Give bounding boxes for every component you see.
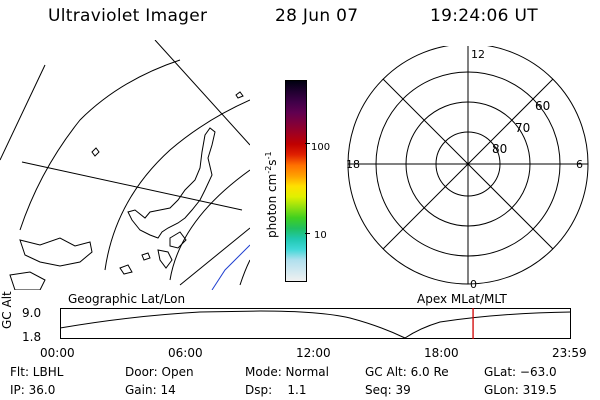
- geographic-label: Geographic Lat/Lon: [68, 292, 186, 306]
- mlt-label-18: 18: [346, 158, 360, 171]
- altitude-timeline: [60, 308, 572, 339]
- latitude-circle: [239, 259, 250, 286]
- timeline-ytick-bottom: 1.8: [22, 330, 42, 344]
- latitude-circle: [169, 169, 250, 281]
- coastline: [9, 271, 46, 290]
- coastline: [91, 147, 100, 157]
- timeline-axis-title: GC Alt: [0, 291, 14, 329]
- mlt-label-0: 0: [470, 278, 477, 290]
- timeline-xtick-0600: 06:00: [168, 346, 203, 360]
- mlt-label-12: 12: [471, 48, 485, 61]
- latitude-circle: [19, 59, 181, 231]
- colorbar-tick-mark: [305, 143, 310, 144]
- meridian-line: [21, 161, 243, 211]
- coastline: [127, 127, 216, 239]
- coastline: [141, 252, 151, 261]
- colorbar-unit-label: photon cm-2s-1: [264, 151, 279, 238]
- coastline: [19, 237, 93, 267]
- ip-status: IP: 36.0: [10, 383, 56, 397]
- sequence-status: Seq: 39: [365, 383, 411, 397]
- latitude-circle: [104, 99, 250, 271]
- observation-date: 28 Jun 07: [275, 6, 359, 26]
- coastline: [169, 231, 187, 249]
- polar-plot: 12 6 18 0 60 70 80: [346, 46, 589, 290]
- timeline-xtick-2359: 23:59: [552, 346, 587, 360]
- geographic-map: [0, 40, 250, 290]
- timeline-xtick-1800: 18:00: [424, 346, 459, 360]
- dsp-status: Dsp: 1.1: [245, 383, 307, 397]
- apex-label: Apex MLat/MLT: [417, 292, 507, 306]
- gain-status: Gain: 14: [125, 383, 176, 397]
- geographic-lon-status: GLon: 319.5: [484, 383, 557, 397]
- timeline-frame: [60, 308, 571, 339]
- altitude-curve: [60, 310, 572, 339]
- instrument-title: Ultraviolet Imager: [48, 6, 208, 26]
- geographic-lat-status: GLat: −63.0: [484, 365, 557, 379]
- meridian-line: [179, 227, 250, 286]
- lat-label-80: 80: [492, 142, 507, 156]
- intensity-colorbar: [285, 80, 307, 282]
- timeline-ytick-top: 9.0: [22, 306, 42, 320]
- gc-altitude-status: GC Alt: 6.0 Re: [365, 365, 449, 379]
- colorbar-tick-100: 100: [311, 142, 331, 153]
- meridian-line: [0, 64, 46, 161]
- timeline-xtick-1200: 12:00: [296, 346, 331, 360]
- colorbar-tick-mark: [305, 233, 310, 234]
- door-status: Door: Open: [125, 365, 194, 379]
- filter-status: Flt: LBHL: [10, 365, 64, 379]
- lat-label-70: 70: [515, 121, 530, 135]
- coastline: [235, 91, 244, 99]
- terminator-line: [211, 244, 250, 290]
- mlt-meridian: [382, 78, 554, 250]
- observation-time: 19:24:06 UT: [430, 6, 538, 26]
- coastline: [157, 249, 173, 269]
- colorbar-tick-10: 10: [314, 230, 327, 241]
- timeline-xtick-0000: 00:00: [40, 346, 75, 360]
- lat-label-60: 60: [535, 99, 550, 113]
- coastline: [119, 264, 133, 275]
- mode-status: Mode: Normal: [245, 365, 329, 379]
- mlt-label-6: 6: [576, 158, 583, 171]
- meridian-line: [154, 40, 250, 146]
